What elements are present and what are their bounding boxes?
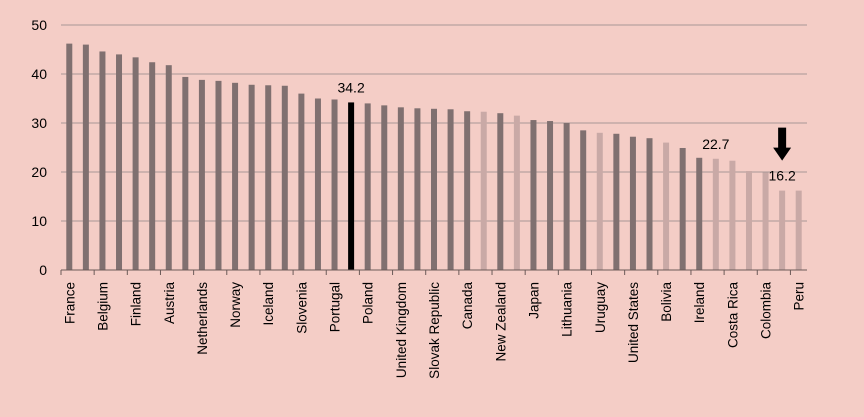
bar xyxy=(248,84,255,270)
bar xyxy=(563,123,570,270)
data-label: 16.2 xyxy=(769,168,796,184)
x-category-label: Slovak Republic xyxy=(427,282,442,379)
bar xyxy=(397,107,404,270)
x-category-label: United Kingdom xyxy=(394,282,409,378)
x-category-label: Belgium xyxy=(95,282,110,331)
y-tick-label: 50 xyxy=(31,17,47,33)
x-category-label: Lithuania xyxy=(560,282,575,337)
bar xyxy=(431,108,437,270)
bar xyxy=(629,136,636,270)
bar xyxy=(314,98,321,270)
y-tick-label: 20 xyxy=(31,164,47,180)
bar xyxy=(182,76,189,270)
x-category-label: Portugal xyxy=(328,282,343,332)
bars xyxy=(66,43,802,271)
bar xyxy=(712,158,719,270)
bar xyxy=(265,85,272,271)
bar xyxy=(679,147,686,270)
bar xyxy=(596,132,603,270)
bar xyxy=(580,130,587,270)
x-category-label: Norway xyxy=(228,282,243,328)
bar xyxy=(464,111,471,271)
bar xyxy=(547,121,554,270)
x-category-label: Finland xyxy=(129,282,144,326)
y-tick-label: 40 xyxy=(31,66,47,82)
bar xyxy=(795,190,802,270)
bar xyxy=(298,93,305,270)
bar xyxy=(198,79,205,270)
bar xyxy=(414,108,421,270)
x-category-label: Bolivia xyxy=(659,282,674,322)
x-category-label: Canada xyxy=(460,282,475,330)
bar xyxy=(480,111,487,270)
bar xyxy=(99,51,106,271)
bar xyxy=(613,133,620,270)
bar xyxy=(281,85,288,270)
bar xyxy=(364,103,371,271)
bar xyxy=(646,138,653,270)
x-axis xyxy=(60,269,807,275)
x-category-label: Austria xyxy=(162,282,177,325)
x-category-label: Netherlands xyxy=(195,282,210,355)
x-category-label: Iceland xyxy=(261,282,276,326)
x-category-label: New Zealand xyxy=(493,282,508,362)
bar xyxy=(497,113,504,270)
bar xyxy=(381,105,388,270)
bar xyxy=(779,190,786,270)
x-category-label: Slovenia xyxy=(294,282,309,334)
y-tick-label: 10 xyxy=(31,213,47,229)
x-category-label: Peru xyxy=(792,282,807,311)
x-axis-category-labels: France Belgium Finland Austria Netherlands No… xyxy=(62,282,806,379)
bar xyxy=(513,115,520,271)
data-label: 34.2 xyxy=(337,79,364,95)
bar xyxy=(132,57,139,271)
bar xyxy=(447,109,454,270)
y-axis-tick-labels: 0 10 20 30 40 50 xyxy=(31,17,47,278)
bar xyxy=(745,171,752,270)
x-category-label: Japan xyxy=(526,282,541,319)
bar xyxy=(729,160,736,270)
bar xyxy=(215,80,222,270)
annotations: 34.2 22.7 16.2 xyxy=(337,79,795,183)
bar xyxy=(165,65,172,271)
x-category-label: Ireland xyxy=(692,282,707,323)
x-category-label: Costa Rica xyxy=(725,282,740,349)
bar xyxy=(116,54,123,271)
bar xyxy=(331,99,338,270)
bar xyxy=(663,142,670,270)
y-tick-label: 30 xyxy=(31,115,47,131)
x-category-label: United States xyxy=(626,282,641,363)
x-category-label: Uruguay xyxy=(593,282,608,333)
bar xyxy=(66,43,73,271)
bar xyxy=(348,102,355,270)
down-arrow-icon xyxy=(773,127,792,161)
bar xyxy=(232,82,239,270)
bar xyxy=(762,172,769,270)
y-tick-label: 0 xyxy=(39,262,47,278)
bar xyxy=(149,62,156,270)
x-category-label: Colombia xyxy=(759,282,774,340)
x-category-label: Poland xyxy=(361,282,376,324)
bar xyxy=(530,120,537,270)
bar xyxy=(696,157,703,270)
x-category-label: France xyxy=(62,282,77,324)
bar xyxy=(82,44,89,270)
data-label: 22.7 xyxy=(702,136,729,152)
